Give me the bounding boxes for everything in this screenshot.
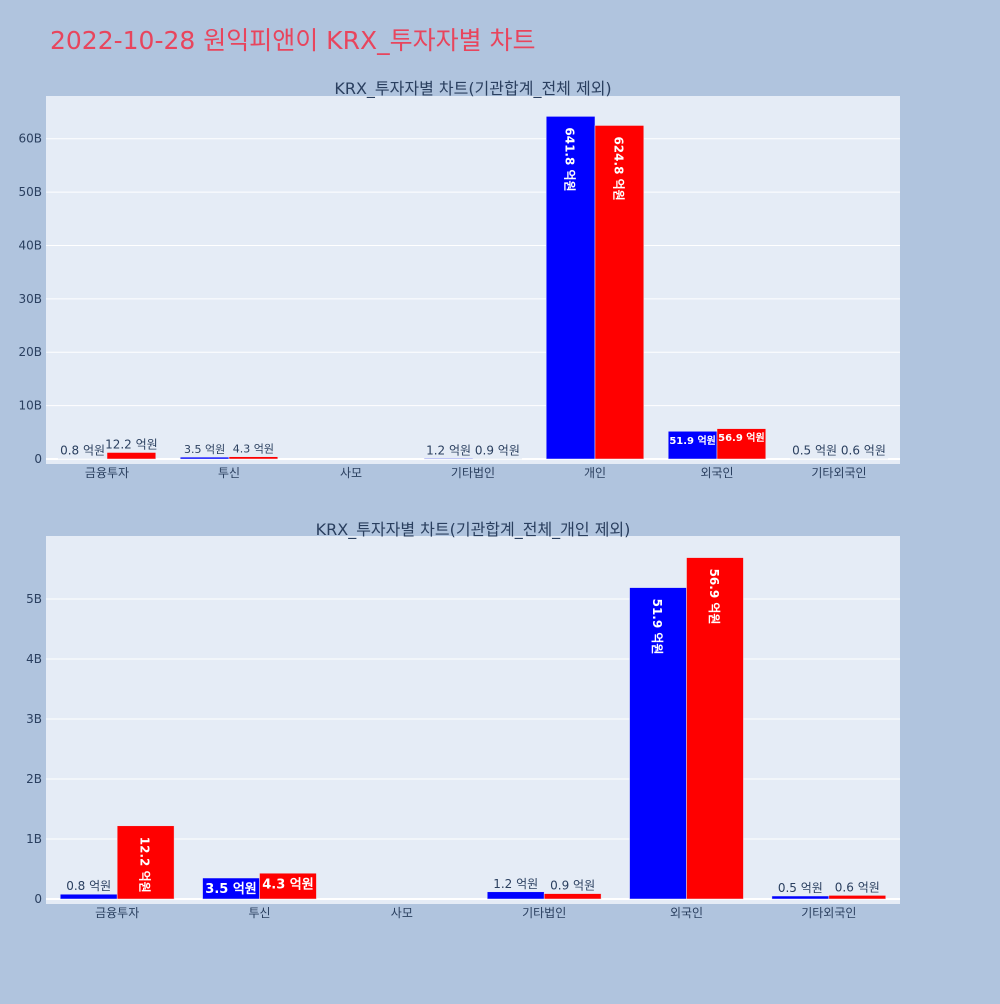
chart-title: KRX_투자자별 차트(기관합계_전체 제외) <box>334 79 611 99</box>
bar <box>772 896 829 899</box>
chart-1: KRX_투자자별 차트(기관합계_전체 제외) 0 10B 20B 30B 40B 50B 6… <box>18 79 900 480</box>
y-tick-label: 60B <box>18 132 42 146</box>
x-tick-label: 기타법인 <box>522 906 566 920</box>
data-label: 51.9 억원 <box>669 434 716 447</box>
data-label: 3.5 억원 <box>184 443 225 456</box>
data-label: 51.9 억원 <box>650 599 664 655</box>
data-label: 56.9 억원 <box>707 569 721 625</box>
bar <box>487 892 544 899</box>
x-tick-label: 사모 <box>391 906 413 920</box>
data-label: 0.8 억원 <box>60 444 105 458</box>
y-tick-label: 0 <box>34 892 42 906</box>
bar <box>544 894 601 899</box>
x-tick-label: 기타법인 <box>451 466 495 480</box>
data-label: 0.8 억원 <box>66 879 111 893</box>
data-label: 0.6 억원 <box>835 880 880 894</box>
y-tick-label: 40B <box>18 238 42 252</box>
data-label: 12.2 억원 <box>138 837 152 893</box>
data-label: 624.8 억원 <box>611 136 625 200</box>
y-tick-label: 50B <box>18 185 42 199</box>
y-tick-label: 2B <box>26 772 42 786</box>
data-label: 4.3 억원 <box>233 443 274 456</box>
data-label: 641.8 억원 <box>563 127 577 191</box>
data-label: 12.2 억원 <box>105 437 158 451</box>
y-tick-label: 3B <box>26 712 42 726</box>
data-label: 0.6 억원 <box>841 444 886 458</box>
bar <box>107 452 156 459</box>
page-title: 2022-10-28 원익피앤이 KRX_투자자별 차트 <box>50 26 536 55</box>
data-label: 0.9 억원 <box>550 879 595 893</box>
x-tick-label: 금융투자 <box>85 466 129 480</box>
bar <box>829 895 886 899</box>
x-tick-label: 기타외국인 <box>801 906 856 920</box>
data-label: 0.5 억원 <box>792 444 837 458</box>
data-label: 0.5 억원 <box>778 881 823 895</box>
chart-2: KRX_투자자별 차트(기관합계_전체_개인 제외) 0 1B 2B 3B 4B 5B 금융투… <box>26 520 900 920</box>
y-tick-label: 0 <box>34 452 42 466</box>
x-tick-label: 금융투자 <box>95 906 139 920</box>
y-tick-label: 4B <box>26 652 42 666</box>
x-tick-label: 외국인 <box>670 906 703 920</box>
x-tick-label: 투신 <box>248 906 270 920</box>
data-label: 3.5 억원 <box>205 882 256 897</box>
x-tick-label: 사모 <box>340 466 362 480</box>
data-label: 4.3 억원 <box>262 877 313 892</box>
bar <box>60 894 117 899</box>
bar <box>424 458 473 459</box>
x-tick-label: 개인 <box>584 466 606 480</box>
plot-area <box>46 96 900 464</box>
y-tick-label: 1B <box>26 832 42 846</box>
bar <box>229 457 278 459</box>
data-label: 1.2 억원 <box>493 877 538 891</box>
y-tick-label: 5B <box>26 592 42 606</box>
y-tick-label: 10B <box>18 399 42 413</box>
x-tick-label: 투신 <box>218 466 240 480</box>
x-tick-label: 기타외국인 <box>811 466 866 480</box>
y-tick-label: 20B <box>18 345 42 359</box>
bar <box>180 457 229 459</box>
y-tick-label: 30B <box>18 292 42 306</box>
chart-title: KRX_투자자별 차트(기관합계_전체_개인 제외) <box>316 520 631 540</box>
data-label: 0.9 억원 <box>475 444 520 458</box>
x-tick-label: 외국인 <box>700 466 733 480</box>
data-label: 1.2 억원 <box>426 443 471 457</box>
data-label: 56.9 억원 <box>718 431 765 444</box>
